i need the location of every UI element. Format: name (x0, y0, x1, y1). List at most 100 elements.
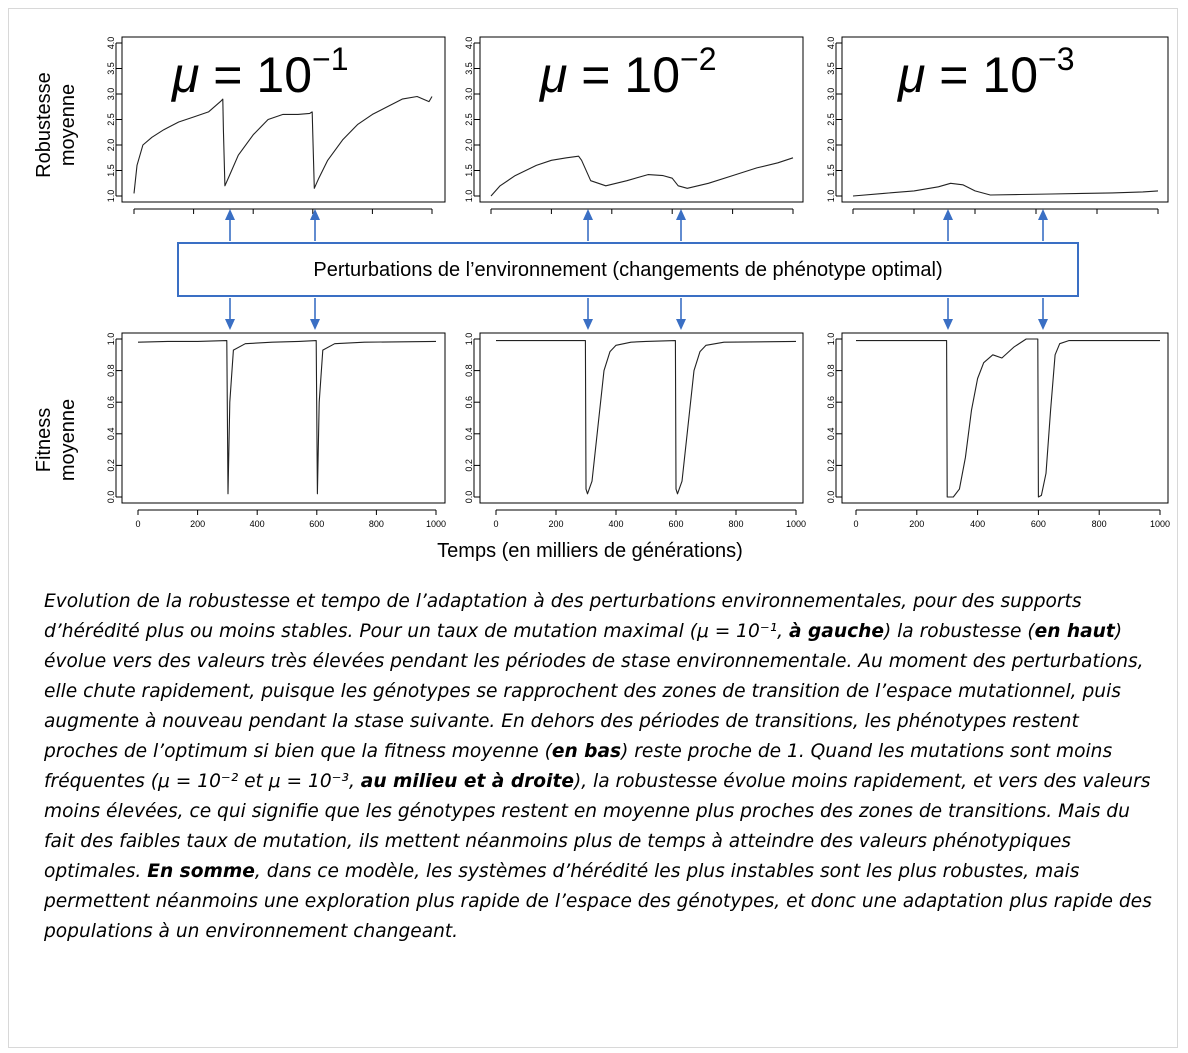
plot-box (121, 332, 446, 504)
caption-segment: ) la robustesse ( (883, 621, 1035, 642)
y-tick-label: 1.0 (106, 190, 116, 203)
y-tick-label: 3.5 (106, 62, 116, 75)
plot-box (841, 332, 1169, 504)
chart-panel-1: 1.0 1.5 2.0 2.5 3.0 3.5 4.0 (106, 36, 446, 214)
x-tick-label: 1000 (1150, 519, 1170, 529)
data-line (496, 340, 797, 495)
y-tick-label: 0.6 (464, 396, 474, 409)
arrow-down-icon (1038, 319, 1048, 330)
mu-rest: = 10 (925, 47, 1038, 103)
caption-segment: au milieu et à droite (360, 771, 574, 792)
row-label-line: Robustesse (33, 72, 55, 178)
chart-panel-6: 0.0 0.2 0.4 0.6 0.8 1.0 0 200 400 600 800 1000 (826, 332, 1170, 529)
y-tick-label: 0.4 (464, 428, 474, 441)
arrow-down-icon (310, 319, 320, 330)
row-label-fitness: Fitness moyenne (33, 399, 79, 481)
arrow-up-icon (583, 209, 593, 220)
plot-box (479, 332, 804, 504)
y-tick-label: 0.8 (464, 364, 474, 377)
caption-segment: ) reste proche de 1. Quand les mutations… (44, 741, 1113, 792)
perturbation-box (177, 242, 1079, 297)
caption-segment: en haut (1034, 621, 1115, 642)
y-tick-label: 0.2 (826, 459, 836, 472)
y-tick-label: 0.6 (826, 396, 836, 409)
y-tick-label: 1.0 (106, 333, 116, 346)
row-label-line: Fitness (33, 408, 55, 472)
x-tick-label: 1000 (426, 519, 446, 529)
x-tick-label: 400 (608, 519, 623, 529)
caption-segment: , (777, 621, 789, 642)
x-tick-label: 0 (135, 519, 140, 529)
chart-panel-3: 1.0 1.5 2.0 2.5 3.0 3.5 4.0 (826, 36, 1169, 214)
x-tick-label: 200 (909, 519, 924, 529)
y-tick-label: 2.5 (464, 113, 474, 126)
perturbation-label: Perturbations de l’environnement (change… (313, 259, 942, 281)
y-tick-label: 0.2 (464, 459, 474, 472)
y-tick-label: 0.8 (826, 364, 836, 377)
row-label-line: moyenne (57, 84, 79, 166)
y-tick-label: 1.5 (106, 164, 116, 177)
x-tick-label: 0 (493, 519, 498, 529)
arrow-up-icon (225, 209, 235, 220)
y-tick-label: 2.0 (826, 139, 836, 152)
mu-rest: = 10 (567, 47, 680, 103)
x-tick-label: 400 (250, 519, 265, 529)
arrow-down-icon (225, 319, 235, 330)
caption-segment: En somme (147, 861, 255, 882)
x-tick-label: 800 (1092, 519, 1107, 529)
mu-exponent: −3 (1038, 41, 1074, 77)
row-label-line: moyenne (57, 399, 79, 481)
mu-rest: = 10 (199, 47, 312, 103)
y-tick-label: 3.0 (464, 88, 474, 101)
y-tick-label: 1.5 (464, 164, 474, 177)
arrow-up-icon (1038, 209, 1048, 220)
data-line (856, 338, 1160, 498)
x-tick-label: 600 (309, 519, 324, 529)
x-tick-label: 400 (970, 519, 985, 529)
y-tick-label: 0.0 (106, 491, 116, 504)
caption-segment: ), la robustesse évolue moins rapidement… (44, 771, 1151, 882)
caption-segment: Evolution de la robustesse et tempo de l… (44, 591, 1082, 642)
caption-segment: , (348, 771, 361, 792)
data-line (133, 95, 433, 194)
arrow-up-icon (943, 209, 953, 220)
y-tick-label: 2.0 (464, 139, 474, 152)
y-tick-label: 0.4 (106, 428, 116, 441)
y-tick-label: 3.0 (826, 88, 836, 101)
mu-symbol: μ (538, 47, 567, 103)
data-line (137, 340, 437, 495)
y-tick-label: 0.4 (826, 428, 836, 441)
caption-segment: μ = 10⁻³ (268, 771, 349, 792)
y-tick-label: 1.0 (826, 190, 836, 203)
y-tick-label: 1.0 (464, 333, 474, 346)
x-tick-label: 1000 (786, 519, 806, 529)
y-tick-label: 0.2 (106, 459, 116, 472)
chart-panel-2: 1.0 1.5 2.0 2.5 3.0 3.5 4.0 (464, 36, 804, 214)
mu-exponent: −2 (680, 41, 716, 77)
mu-label-2: μ = 10−2 (538, 41, 717, 103)
caption-segment: μ = 10⁻¹ (696, 621, 778, 642)
arrow-up-icon (310, 209, 320, 220)
x-tick-label: 200 (190, 519, 205, 529)
arrow-up-icon (676, 209, 686, 220)
x-tick-label: 600 (1031, 519, 1046, 529)
y-tick-label: 4.0 (464, 37, 474, 50)
figure-caption: Evolution de la robustesse et tempo de l… (44, 587, 1154, 947)
y-tick-label: 1.0 (464, 190, 474, 203)
x-tick-label: 800 (728, 519, 743, 529)
y-tick-label: 0.0 (464, 491, 474, 504)
y-tick-label: 2.0 (106, 139, 116, 152)
y-tick-label: 1.0 (826, 333, 836, 346)
data-line (852, 182, 1159, 197)
caption-segment: en bas (551, 741, 622, 762)
arrow-down-icon (676, 319, 686, 330)
x-tick-label: 200 (548, 519, 563, 529)
y-tick-label: 3.0 (106, 88, 116, 101)
arrow-down-icon (943, 319, 953, 330)
y-tick-label: 0.6 (106, 396, 116, 409)
mu-symbol: μ (170, 47, 199, 103)
mu-exponent: −1 (312, 41, 348, 77)
x-tick-label: 800 (369, 519, 384, 529)
y-tick-label: 2.5 (106, 113, 116, 126)
